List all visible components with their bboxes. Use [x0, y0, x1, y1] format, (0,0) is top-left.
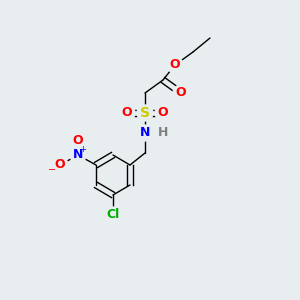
Text: O: O [170, 58, 180, 71]
Circle shape [70, 132, 86, 148]
Text: O: O [122, 106, 132, 119]
Text: O: O [73, 134, 83, 146]
Text: −: − [48, 165, 56, 175]
Text: Cl: Cl [106, 208, 120, 221]
Text: +: + [80, 146, 86, 154]
Text: O: O [176, 86, 186, 100]
Circle shape [105, 207, 121, 223]
Text: H: H [158, 127, 168, 140]
Text: N: N [140, 127, 150, 140]
Circle shape [137, 125, 153, 141]
Circle shape [119, 105, 135, 121]
Text: O: O [158, 106, 168, 119]
Circle shape [155, 125, 171, 141]
Circle shape [173, 85, 189, 101]
Circle shape [52, 157, 68, 173]
Text: S: S [140, 106, 150, 120]
Circle shape [137, 105, 153, 121]
Circle shape [167, 57, 183, 73]
Text: N: N [73, 148, 83, 161]
Circle shape [70, 147, 86, 163]
Circle shape [155, 105, 171, 121]
Text: O: O [55, 158, 65, 172]
